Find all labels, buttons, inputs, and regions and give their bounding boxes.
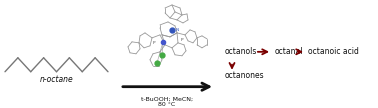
Text: octanols: octanols [225,47,257,56]
Text: N: N [176,28,179,32]
Text: P: P [181,38,183,42]
Text: t-BuOOH; MeCN;: t-BuOOH; MeCN; [141,97,193,102]
Text: 80 °C: 80 °C [158,102,176,107]
Text: octanoic acid: octanoic acid [308,47,359,56]
Text: octanal: octanal [275,47,304,56]
Text: octanones: octanones [225,71,265,80]
Text: P: P [153,41,155,45]
Text: n-octane: n-octane [40,75,74,84]
